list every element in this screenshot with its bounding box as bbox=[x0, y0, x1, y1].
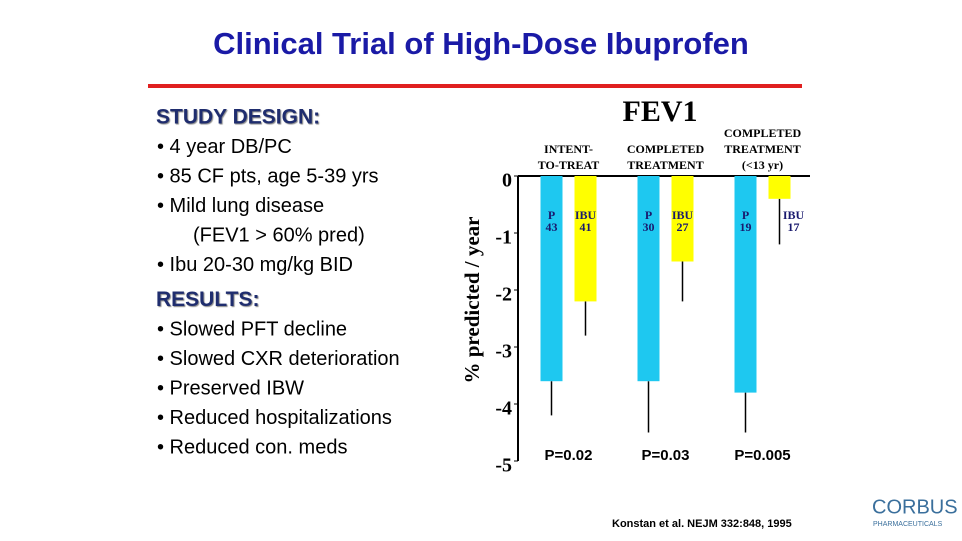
category-label: TREATMENT bbox=[724, 142, 800, 156]
p-value: P=0.03 bbox=[642, 447, 690, 464]
bar-label-name: IBU bbox=[783, 208, 805, 222]
bullet: • 4 year DB/PC bbox=[157, 136, 292, 158]
bullet: • Reduced hospitalizations bbox=[157, 407, 392, 429]
bar bbox=[734, 176, 757, 393]
bar bbox=[637, 176, 660, 382]
bar-label-name: IBU bbox=[672, 208, 694, 222]
p-value: P=0.02 bbox=[545, 447, 593, 464]
y-tick-label: -4 bbox=[495, 398, 512, 420]
bar-label-n: 17 bbox=[788, 220, 800, 234]
bullet: • Slowed PFT decline bbox=[157, 318, 347, 340]
category-label: COMPLETED bbox=[627, 142, 705, 156]
y-tick-label: -5 bbox=[495, 455, 512, 477]
category-label: INTENT- bbox=[544, 142, 593, 156]
section-heading: STUDY DESIGN: bbox=[156, 106, 320, 129]
y-tick-label: -3 bbox=[495, 341, 512, 363]
bar-label-name: P bbox=[548, 208, 555, 222]
slide-title: Clinical Trial of High-Dose Ibuprofen bbox=[213, 26, 749, 61]
bar-label-name: IBU bbox=[575, 208, 597, 222]
bullet: • Mild lung disease bbox=[157, 195, 324, 217]
bar-label-n: 19 bbox=[740, 220, 752, 234]
bullet: • Slowed CXR deterioration bbox=[157, 348, 400, 370]
bar-label-n: 30 bbox=[643, 220, 655, 234]
bullet: • Preserved IBW bbox=[157, 377, 304, 399]
bar-label-n: 41 bbox=[580, 220, 592, 234]
bar bbox=[540, 176, 563, 382]
logo-sub: PHARMACEUTICALS bbox=[873, 521, 943, 528]
category-label: COMPLETED bbox=[724, 126, 802, 140]
y-axis-label: % predicted / year bbox=[460, 217, 484, 384]
citation: Konstan et al. NEJM 332:848, 1995 bbox=[612, 518, 792, 530]
category-label: TO-TREAT bbox=[538, 158, 600, 172]
bar-label-name: P bbox=[645, 208, 652, 222]
bar bbox=[768, 176, 791, 199]
p-value: P=0.005 bbox=[734, 447, 790, 464]
logo: CORBUS bbox=[872, 496, 958, 518]
bullet: • 85 CF pts, age 5-39 yrs bbox=[157, 165, 379, 187]
chart-title: FEV1 bbox=[623, 95, 698, 128]
bullet: • Ibu 20-30 mg/kg BID bbox=[157, 254, 353, 276]
bar-label-n: 27 bbox=[677, 220, 689, 234]
bullet: (FEV1 > 60% pred) bbox=[193, 224, 365, 246]
bullet: • Reduced con. meds bbox=[157, 436, 347, 458]
category-label: (<13 yr) bbox=[742, 158, 783, 172]
section-heading: RESULTS: bbox=[156, 288, 259, 311]
y-tick-label: -2 bbox=[495, 284, 512, 306]
bar bbox=[574, 176, 597, 302]
y-tick-label: -1 bbox=[495, 227, 512, 249]
category-label: TREATMENT bbox=[627, 158, 703, 172]
bar bbox=[671, 176, 694, 262]
bar-label-n: 43 bbox=[546, 220, 558, 234]
y-tick-label: 0 bbox=[502, 170, 512, 192]
bar-label-name: P bbox=[742, 208, 749, 222]
